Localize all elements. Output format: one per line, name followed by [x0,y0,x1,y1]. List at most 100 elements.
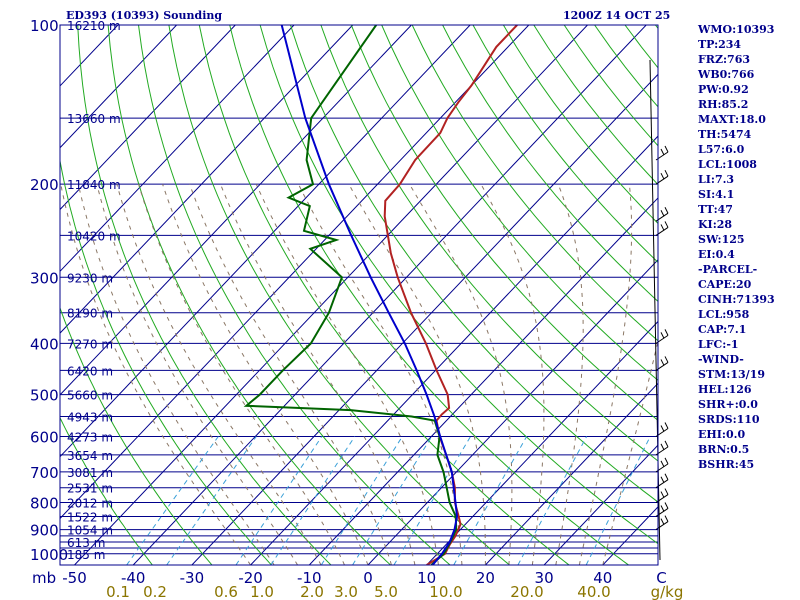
pressure-tick-label: 700 [30,464,59,482]
isotherm-line [0,25,1,565]
wind-barb-flag [664,206,669,214]
temperature-tick-label: -40 [121,569,146,587]
index-item: SW:125 [698,233,745,246]
isotherm-line [0,25,59,565]
mixing-ratio-line [453,436,528,565]
wind-barb-flag [660,332,665,339]
moist-adiabat-line [116,184,322,565]
temperature-tick-label: C [656,569,666,587]
pressure-tick-label: 100 [30,17,59,35]
mixing-ratio-line [585,436,651,565]
isotherm-line [367,259,658,565]
mixing-ratio-line [166,436,257,565]
height-label: 4943 m [67,411,113,425]
wind-barb-flag [660,209,665,217]
moist-adiabat-line [138,184,345,565]
temperature-tick-label: -20 [238,569,263,587]
isotherm-line [60,25,177,149]
index-item: FRZ:763 [698,53,751,66]
height-label: 7270 m [67,337,113,351]
dry-adiabat-line [198,25,570,565]
wind-barb-flag [660,359,665,366]
isotherm-line [60,25,471,458]
index-item: MAXT:18.0 [698,113,766,126]
index-item: WB0:766 [698,68,755,81]
index-item: TT:47 [698,203,733,216]
mixing-ratio-line [270,436,356,565]
moist-adiabat-line [189,184,392,565]
mixing-ratio-tick-label: 2.0 [300,583,324,600]
index-item: SHR+:0.0 [698,398,758,411]
moist-adiabat-line [255,183,439,565]
wind-barb-flag [660,443,665,451]
dry-adiabat-line [259,25,658,545]
index-item: LI:7.3 [698,173,735,186]
dry-adiabat-line [442,25,658,303]
sounding-title: ED393 (10393) Sounding [66,9,223,22]
temperature-tick-label: 20 [476,569,495,587]
isotherm-line [191,73,658,565]
height-label: 1054 m [67,524,113,538]
pressure-tick-label: 800 [30,495,59,513]
height-label: 1522 m [67,510,113,524]
mixing-ratio-tick-label: 5.0 [374,583,398,600]
sounding-profiles [243,25,518,565]
mixing-ratio-tick-label: 0.1 [106,583,130,600]
index-item: BSHR:45 [698,458,755,471]
sounding-time: 1200Z 14 OCT 25 [563,9,671,22]
mixing-ratio-tick-label: 20.0 [510,583,543,600]
wind-barb-flag [664,422,669,429]
height-label: 6420 m [67,364,113,378]
mixing-ratio-line [235,436,323,565]
index-item: WMO:10393 [698,23,775,36]
isotherm-line [74,25,588,565]
dewpoint-profile [243,25,458,565]
background-lines [0,25,658,565]
height-label: 9230 m [67,271,113,285]
height-label: 10420 m [67,229,121,243]
index-item: HEL:126 [698,383,752,396]
wind-barb-flag [660,172,665,180]
temperature-tick-label: -50 [62,569,87,587]
dry-adiabat-line [77,25,332,565]
parcel-profile [280,25,459,565]
mixing-ratio-line [393,436,471,565]
mixing-ratio-tick-label: g/kg [651,583,684,600]
dry-adiabat-line [381,25,658,381]
mixing-ratio-tick-label: 0.6 [214,583,238,600]
dry-adiabat-line [320,25,658,462]
height-label: 3654 m [67,449,113,463]
moist-adiabat-line [602,338,658,565]
moist-adiabat-line [480,183,545,565]
temperature-tick-label: -30 [180,569,205,587]
wind-barb-flag [660,476,665,483]
dry-adiabat-line [350,25,658,422]
wind-barb-flag [660,491,665,498]
index-item: STM:13/19 [698,368,765,381]
height-label: 2531 m [67,482,113,496]
indices-panel: WMO:10393 TP:234 FRZ:763 WB0:766 PW:0.92 RH:8… [698,22,798,472]
mixing-ratio-line [126,436,219,565]
temperature-tick-label: 10 [417,569,436,587]
dry-adiabat-line [290,25,658,503]
isotherm-line [60,25,354,334]
height-label: 11840 m [67,178,121,192]
temperature-profile [383,25,518,565]
wind-barb-flag [664,440,669,448]
moist-adiabat-line [578,184,633,565]
index-item: EI:0.4 [698,248,735,261]
wind-barb-flag [660,425,665,432]
moist-adiabat-line [96,184,299,565]
wind-barb-flag [664,329,669,336]
wind-barb-flag [664,457,669,465]
height-label: 2012 m [67,497,113,511]
height-label: 13660 m [67,112,121,126]
index-item: -PARCEL- [698,263,758,276]
wind-barb-flag [660,518,665,525]
height-label: 5660 m [67,389,113,403]
height-label: 185 m [67,548,105,562]
wind-barb-flag [660,505,665,512]
temperature-tick-label: 30 [535,569,554,587]
index-item: LCL:1008 [698,158,757,171]
